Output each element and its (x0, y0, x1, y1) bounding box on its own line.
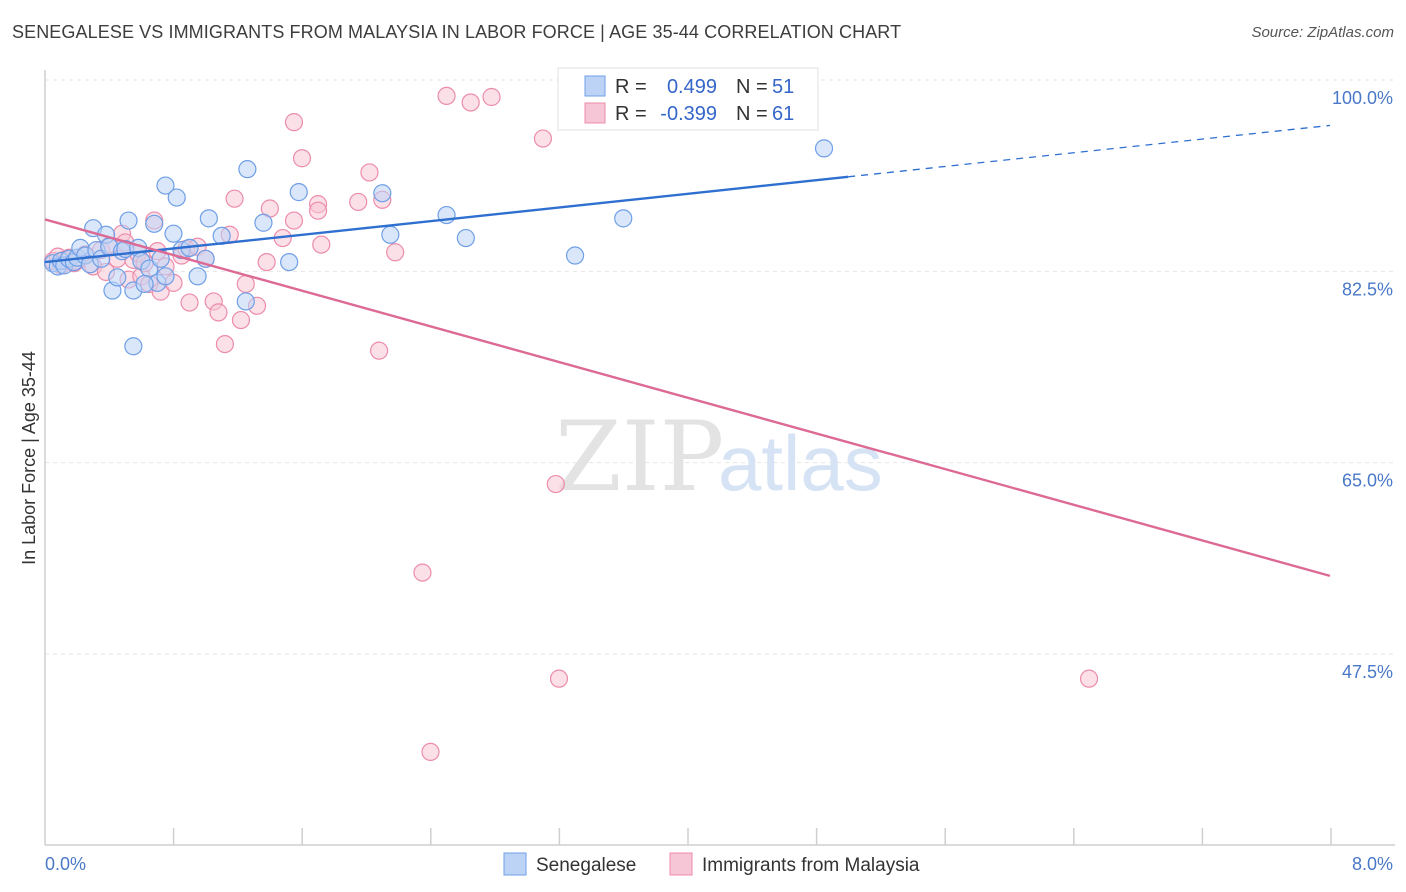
data-point (236, 292, 255, 311)
x-tick-label-min: 0.0% (45, 854, 86, 874)
data-point (156, 176, 175, 195)
legend-swatch-malaysia (584, 102, 606, 124)
legend-n-label-2: N = (736, 103, 768, 125)
legend-r-label-1: R = (615, 76, 647, 98)
bottom-legend-swatch-senegalese (503, 852, 527, 876)
data-point (156, 267, 175, 286)
legend-swatch-senegalese (584, 75, 606, 97)
trend-line-malaysia (44, 218, 1331, 578)
y-tick-label: 47.5% (1342, 662, 1393, 682)
data-point (225, 189, 244, 208)
y-tick-label: 82.5% (1342, 279, 1393, 299)
data-point (546, 474, 565, 494)
data-point (533, 129, 553, 148)
data-point (360, 163, 379, 182)
data-point (386, 243, 405, 262)
data-point (180, 293, 199, 312)
data-point (456, 228, 475, 248)
data-point (119, 211, 138, 230)
data-point (413, 563, 432, 582)
data-point (188, 267, 207, 286)
chart-title: SENEGALESE VS IMMIGRANTS FROM MALAYSIA I… (12, 22, 902, 42)
data-point (549, 669, 569, 688)
trend-line-senegalese (44, 175, 849, 264)
legend-r-label-2: R = (615, 103, 647, 125)
data-point (164, 224, 183, 243)
y-tick-label: 100.0% (1332, 88, 1393, 108)
data-point (284, 113, 304, 132)
data-point (238, 160, 257, 179)
data-point (284, 211, 304, 230)
data-point (257, 252, 276, 272)
data-point (373, 184, 392, 203)
bottom-legend-swatch-malaysia (669, 852, 693, 876)
data-point (199, 209, 218, 228)
data-point (461, 93, 480, 112)
x-tick-marks (172, 828, 1332, 845)
legend-n-value-1: 51 (772, 76, 794, 98)
axes (44, 70, 1395, 846)
data-point (209, 303, 228, 322)
data-point (167, 188, 186, 207)
chart-source: Source: ZipAtlas.com (1251, 24, 1394, 41)
data-point (280, 252, 299, 272)
legend-n-value-2: 61 (772, 103, 794, 125)
data-point (312, 235, 331, 254)
data-point (135, 274, 154, 294)
data-point (215, 334, 234, 354)
watermark: ZIP atlas (555, 401, 883, 513)
data-point (421, 742, 440, 762)
data-point (614, 209, 633, 228)
bottom-legend-label-senegalese: Senegalese (536, 855, 636, 876)
x-tick-label-max: 8.0% (1352, 854, 1393, 874)
data-point (349, 192, 368, 212)
y-tick-label: 65.0% (1342, 471, 1393, 491)
data-point (1079, 669, 1099, 688)
data-point (308, 201, 328, 220)
data-point (292, 149, 312, 168)
legend-n-label-1: N = (736, 76, 768, 98)
y-tick-labels: 100.0% 82.5% 65.0% 47.5% (1332, 88, 1393, 682)
data-point (381, 225, 400, 244)
data-point (814, 139, 834, 158)
data-point (565, 246, 585, 265)
data-point (254, 213, 273, 232)
bottom-legend-label-malaysia: Immigrants from Malaysia (702, 855, 920, 876)
data-point (145, 214, 164, 233)
y-axis-label: In Labor Force | Age 35-44 (19, 351, 39, 565)
legend-box: R = 0.499 N = 51 R = -0.399 N = 61 (557, 67, 819, 131)
data-point (289, 183, 308, 202)
data-point (370, 341, 389, 360)
data-point (482, 87, 501, 107)
legend-r-value-2: -0.399 (660, 103, 717, 125)
watermark-atlas: atlas (718, 419, 883, 507)
legend-r-value-1: 0.499 (667, 76, 717, 98)
data-point (108, 268, 127, 287)
trend-line-senegalese-projection (848, 124, 1331, 178)
data-point (231, 310, 251, 330)
x-tick-labels: 0.0% 8.0% (45, 854, 1393, 874)
trend-lines (44, 124, 1331, 578)
data-point (437, 86, 456, 106)
watermark-zip: ZIP (555, 401, 724, 513)
bottom-legend: Senegalese Immigrants from Malaysia (503, 852, 920, 876)
data-point (124, 337, 143, 356)
